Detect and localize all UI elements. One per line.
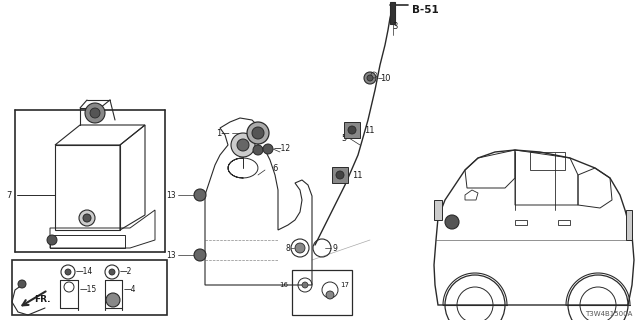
Bar bbox=[292, 270, 352, 315]
Bar bbox=[626, 210, 632, 240]
Circle shape bbox=[47, 235, 57, 245]
Text: 8: 8 bbox=[285, 244, 290, 252]
Circle shape bbox=[65, 269, 71, 275]
Text: T3W4B1500A: T3W4B1500A bbox=[584, 311, 632, 317]
Circle shape bbox=[295, 243, 305, 253]
Circle shape bbox=[253, 145, 263, 155]
Circle shape bbox=[348, 126, 356, 134]
Circle shape bbox=[367, 75, 373, 81]
Text: 11: 11 bbox=[364, 125, 374, 134]
Circle shape bbox=[18, 280, 26, 288]
Circle shape bbox=[247, 122, 269, 144]
Circle shape bbox=[364, 72, 376, 84]
Circle shape bbox=[109, 269, 115, 275]
Circle shape bbox=[85, 103, 105, 123]
Text: 13: 13 bbox=[166, 251, 176, 260]
Text: 16: 16 bbox=[279, 282, 288, 288]
Circle shape bbox=[231, 133, 255, 157]
Bar bbox=[50, 235, 125, 248]
Text: —15: —15 bbox=[80, 285, 97, 294]
Circle shape bbox=[252, 127, 264, 139]
Circle shape bbox=[326, 291, 334, 299]
Bar bbox=[434, 200, 442, 220]
Circle shape bbox=[79, 210, 95, 226]
Text: 1—: 1— bbox=[216, 129, 230, 138]
Circle shape bbox=[90, 108, 100, 118]
Circle shape bbox=[83, 214, 91, 222]
Circle shape bbox=[336, 171, 344, 179]
Text: B-51: B-51 bbox=[412, 5, 439, 15]
Circle shape bbox=[302, 282, 308, 288]
Text: 7: 7 bbox=[6, 190, 12, 199]
Text: 5: 5 bbox=[342, 133, 347, 142]
Text: 10: 10 bbox=[380, 74, 390, 83]
Bar bbox=[390, 2, 395, 24]
Bar bbox=[12, 260, 167, 315]
Circle shape bbox=[194, 189, 206, 201]
Circle shape bbox=[237, 139, 249, 151]
Bar bbox=[515, 220, 527, 225]
Text: 9: 9 bbox=[332, 244, 337, 252]
Text: 11: 11 bbox=[352, 171, 362, 180]
Text: —4: —4 bbox=[124, 285, 136, 294]
Text: 3: 3 bbox=[392, 21, 397, 30]
Circle shape bbox=[194, 249, 206, 261]
Text: —12: —12 bbox=[274, 143, 291, 153]
Text: 17: 17 bbox=[340, 282, 349, 288]
Text: —2: —2 bbox=[120, 267, 132, 276]
Bar bbox=[558, 220, 570, 225]
Text: 13: 13 bbox=[166, 190, 176, 199]
Circle shape bbox=[106, 293, 120, 307]
Text: 6: 6 bbox=[272, 164, 277, 172]
Bar bbox=[530, 152, 565, 170]
Text: FR.: FR. bbox=[34, 295, 51, 305]
Circle shape bbox=[263, 144, 273, 154]
Polygon shape bbox=[344, 122, 360, 138]
Circle shape bbox=[445, 215, 459, 229]
Polygon shape bbox=[332, 167, 348, 183]
Text: —14: —14 bbox=[76, 267, 93, 276]
